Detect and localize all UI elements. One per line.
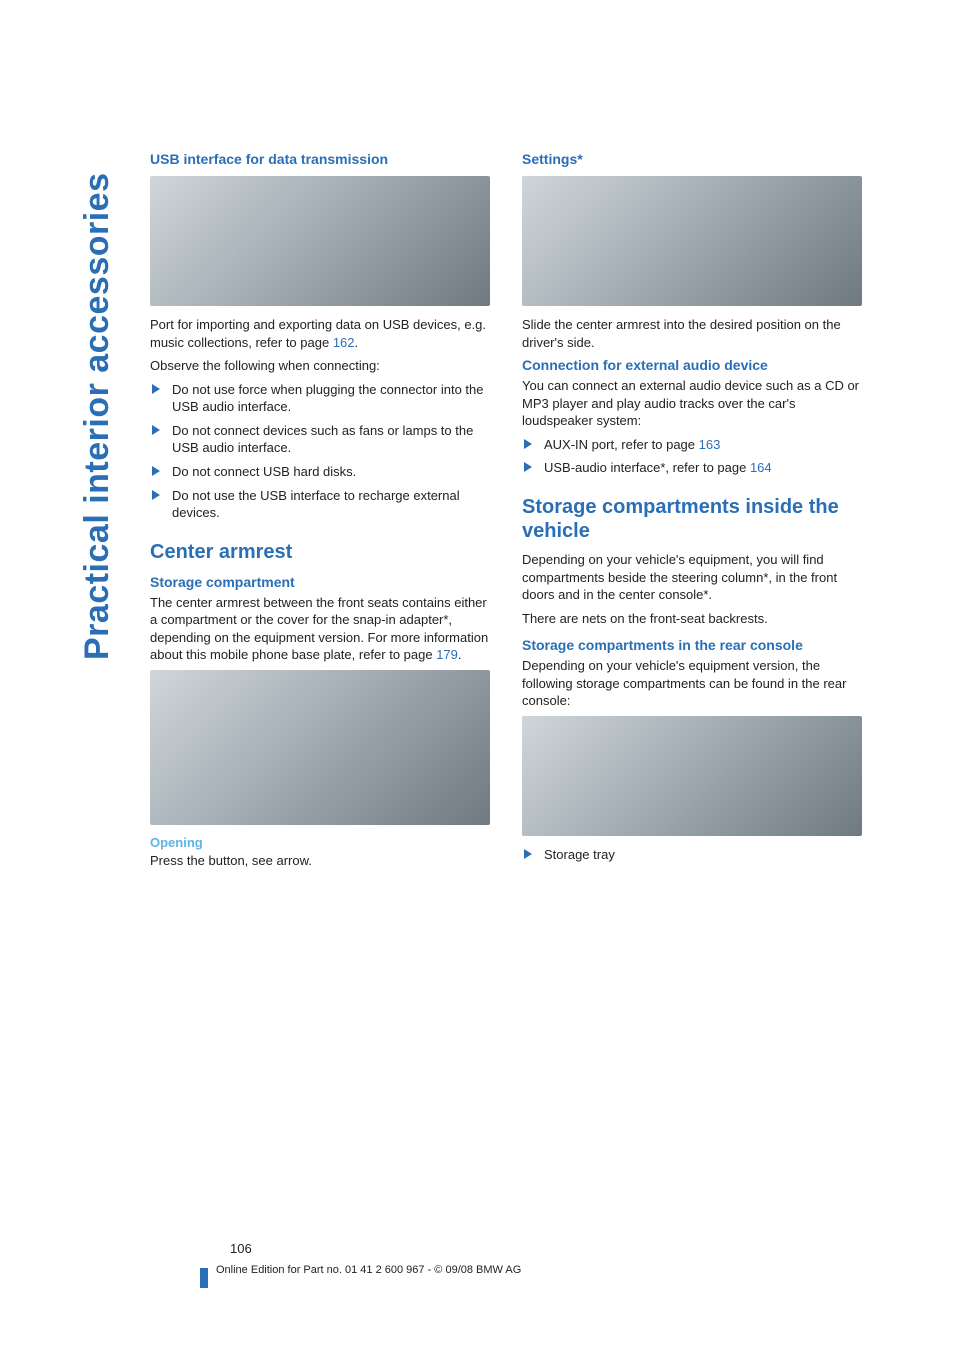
rear-console-subheading: Storage compartments in the rear console — [522, 637, 862, 653]
bullet-text: Do not use the USB interface to recharge… — [172, 488, 460, 521]
rear-bullet-list: Storage tray — [522, 846, 862, 864]
center-armrest-heading: Center armrest — [150, 540, 490, 564]
rear-console-figure — [522, 716, 862, 836]
storage-inside-p1: Depending on your vehicle's equipment, y… — [522, 551, 862, 604]
settings-heading: Settings* — [522, 150, 862, 168]
page-footer: 106 Online Edition for Part no. 01 41 2 … — [200, 1241, 864, 1280]
center-armrest-figure — [150, 670, 490, 825]
list-item: Storage tray — [522, 846, 862, 864]
list-item: Do not connect USB hard disks. — [150, 463, 490, 481]
list-item: Do not connect devices such as fans or l… — [150, 422, 490, 457]
page-number: 106 — [230, 1241, 864, 1256]
footer-bar: Online Edition for Part no. 01 41 2 600 … — [200, 1260, 864, 1280]
usb-desc-text-a: Port for importing and exporting data on… — [150, 317, 486, 350]
storage-compartment-text: The center armrest between the front sea… — [150, 594, 490, 664]
usb-desc-text-b: . — [355, 335, 359, 350]
bullet-text-a: AUX-IN port, refer to page — [544, 437, 699, 452]
bullet-text: Storage tray — [544, 847, 615, 862]
triangle-icon — [524, 849, 532, 859]
list-item: Do not use the USB interface to recharge… — [150, 487, 490, 522]
storage-text-b: . — [458, 647, 462, 662]
triangle-icon — [152, 466, 160, 476]
storage-inside-heading: Storage compartments inside the vehicle — [522, 495, 862, 543]
footer-accent-mark — [200, 1268, 208, 1288]
page-link-179[interactable]: 179 — [436, 647, 458, 662]
usb-bullet-list: Do not use force when plugging the conne… — [150, 381, 490, 522]
connection-heading: Connection for external audio device — [522, 357, 862, 373]
footer-edition-text: Online Edition for Part no. 01 41 2 600 … — [216, 1264, 521, 1276]
page-link-162[interactable]: 162 — [333, 335, 355, 350]
page-link-164[interactable]: 164 — [750, 460, 772, 475]
content-columns: USB interface for data transmission Port… — [150, 150, 864, 875]
triangle-icon — [524, 439, 532, 449]
bullet-text: Do not connect USB hard disks. — [172, 464, 356, 479]
usb-port-figure — [150, 176, 490, 306]
armrest-slide-figure — [522, 176, 862, 306]
list-item: Do not use force when plugging the conne… — [150, 381, 490, 416]
triangle-icon — [152, 425, 160, 435]
rear-console-text: Depending on your vehicle's equipment ve… — [522, 657, 862, 710]
bullet-text: Do not use force when plugging the conne… — [172, 382, 484, 415]
right-column: Settings* Slide the center armrest into … — [522, 150, 862, 875]
opening-text: Press the button, see arrow. — [150, 852, 490, 870]
triangle-icon — [152, 384, 160, 394]
usb-interface-heading: USB interface for data transmission — [150, 150, 490, 168]
left-column: USB interface for data transmission Port… — [150, 150, 490, 875]
list-item: USB-audio interface*, refer to page 164 — [522, 459, 862, 477]
section-side-label: Practical interior accessories — [78, 173, 117, 661]
usb-observe-text: Observe the following when connecting: — [150, 357, 490, 375]
bullet-text: Do not connect devices such as fans or l… — [172, 423, 473, 456]
bullet-text-a: USB-audio interface*, refer to page — [544, 460, 750, 475]
storage-compartment-subheading: Storage compartment — [150, 574, 490, 590]
usb-description: Port for importing and exporting data on… — [150, 316, 490, 351]
opening-subheading: Opening — [150, 835, 490, 850]
page: Practical interior accessories USB inter… — [0, 0, 954, 1350]
list-item: AUX-IN port, refer to page 163 — [522, 436, 862, 454]
triangle-icon — [524, 462, 532, 472]
storage-inside-p2: There are nets on the front-seat backres… — [522, 610, 862, 628]
triangle-icon — [152, 490, 160, 500]
page-link-163[interactable]: 163 — [699, 437, 721, 452]
connection-text: You can connect an external audio device… — [522, 377, 862, 430]
settings-text: Slide the center armrest into the desire… — [522, 316, 862, 351]
connection-bullet-list: AUX-IN port, refer to page 163 USB-audio… — [522, 436, 862, 477]
